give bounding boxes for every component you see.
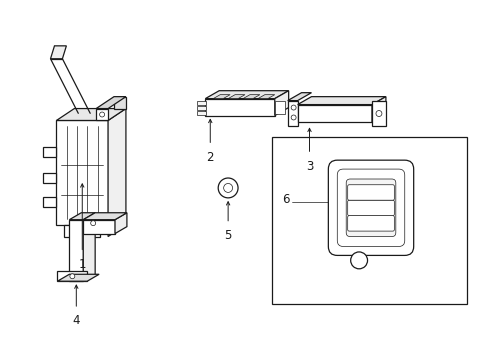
Polygon shape — [115, 213, 127, 234]
Polygon shape — [205, 99, 274, 116]
FancyBboxPatch shape — [347, 216, 393, 231]
Circle shape — [375, 111, 381, 117]
Polygon shape — [42, 173, 56, 183]
Circle shape — [90, 221, 96, 226]
Circle shape — [70, 274, 75, 279]
Text: 2: 2 — [206, 151, 214, 164]
Polygon shape — [297, 96, 385, 105]
Polygon shape — [274, 100, 284, 113]
Polygon shape — [57, 274, 99, 281]
FancyBboxPatch shape — [337, 169, 404, 247]
Polygon shape — [83, 220, 115, 234]
Circle shape — [223, 184, 232, 192]
FancyBboxPatch shape — [347, 200, 393, 216]
Text: 1: 1 — [79, 258, 86, 271]
Polygon shape — [96, 109, 108, 121]
Polygon shape — [56, 109, 126, 121]
Circle shape — [218, 178, 238, 198]
Text: 4: 4 — [72, 314, 80, 327]
Circle shape — [100, 112, 104, 117]
Polygon shape — [83, 213, 95, 281]
Circle shape — [350, 252, 367, 269]
Circle shape — [290, 115, 296, 120]
Polygon shape — [69, 220, 83, 281]
FancyBboxPatch shape — [346, 179, 395, 237]
Polygon shape — [371, 96, 385, 122]
Polygon shape — [274, 91, 288, 116]
FancyBboxPatch shape — [327, 160, 413, 255]
Polygon shape — [371, 100, 385, 126]
Polygon shape — [69, 213, 95, 220]
Polygon shape — [42, 147, 56, 157]
Polygon shape — [42, 197, 56, 207]
Polygon shape — [64, 225, 78, 237]
Polygon shape — [86, 225, 100, 237]
Polygon shape — [197, 105, 206, 109]
Text: 6: 6 — [282, 193, 289, 206]
Bar — [271, 137, 467, 304]
Polygon shape — [287, 100, 297, 126]
Polygon shape — [108, 213, 126, 237]
Polygon shape — [228, 95, 244, 99]
Polygon shape — [197, 111, 206, 114]
Text: 5: 5 — [224, 229, 231, 242]
Polygon shape — [57, 271, 87, 281]
Polygon shape — [50, 46, 66, 59]
Polygon shape — [56, 121, 108, 225]
Polygon shape — [108, 109, 126, 225]
Polygon shape — [257, 95, 274, 99]
Polygon shape — [96, 96, 126, 109]
Circle shape — [290, 105, 296, 110]
FancyBboxPatch shape — [347, 185, 393, 200]
Polygon shape — [205, 91, 288, 99]
Polygon shape — [83, 213, 127, 220]
Polygon shape — [197, 100, 206, 105]
Polygon shape — [114, 96, 126, 109]
Text: 3: 3 — [305, 159, 312, 172]
Polygon shape — [243, 95, 259, 99]
Polygon shape — [287, 93, 311, 100]
Polygon shape — [297, 105, 371, 122]
Polygon shape — [213, 95, 230, 99]
